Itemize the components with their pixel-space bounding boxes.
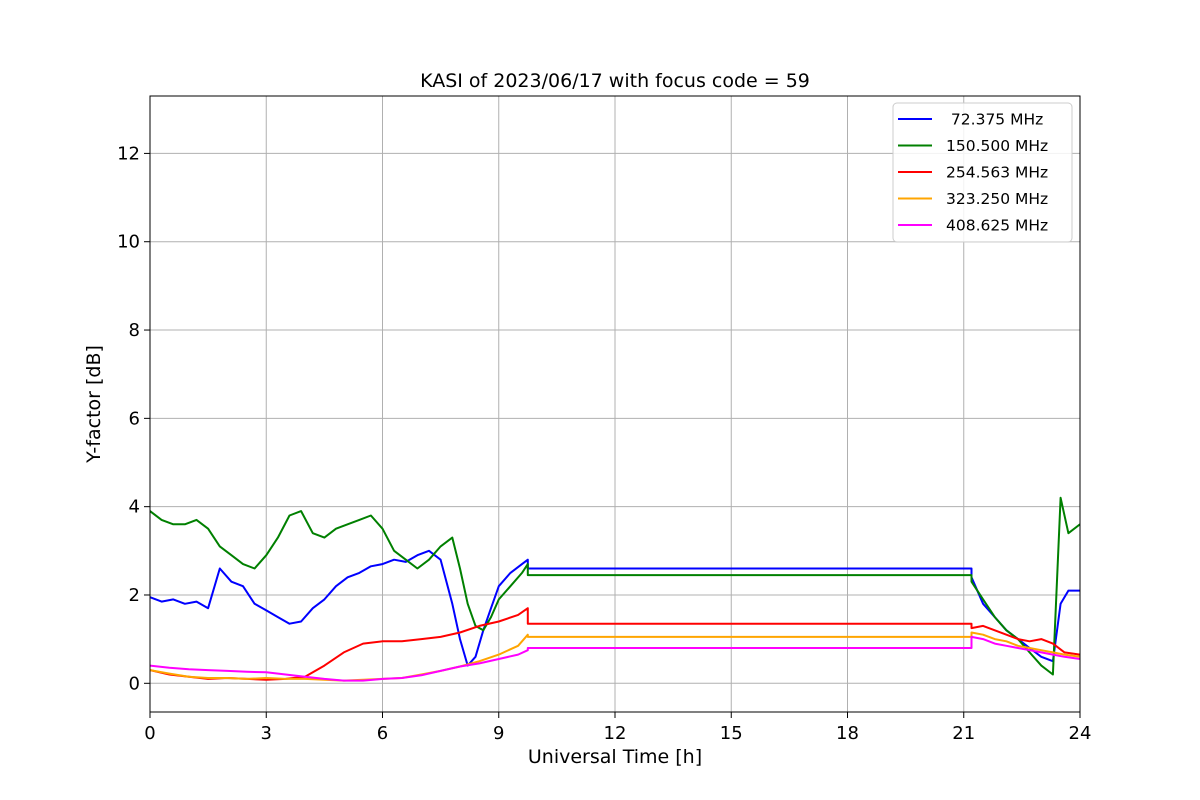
y-axis: 0 2 4 6 8 10 12 (117, 143, 150, 694)
y-tick-label: 8 (129, 320, 140, 341)
legend-label-1: 72.375 MHz (946, 111, 1043, 129)
legend-label-5: 408.625 MHz (946, 217, 1048, 235)
legend-label-2: 150.500 MHz (946, 137, 1048, 155)
y-tick-label: 6 (129, 408, 140, 429)
x-tick-label: 6 (377, 723, 388, 744)
x-tick-label: 15 (720, 723, 743, 744)
series-line-5 (150, 635, 1080, 682)
legend-label-3: 254.563 MHz (946, 164, 1048, 182)
y-axis-label: Y-factor [dB] (83, 345, 105, 464)
x-tick-label: 24 (1069, 723, 1092, 744)
series-line-2 (150, 496, 1080, 676)
y-tick-label: 0 (129, 673, 140, 694)
x-tick-label: 3 (261, 723, 272, 744)
legend: 72.375 MHz 150.500 MHz 254.563 MHz 323.250 … (892, 102, 1073, 243)
y-tick-label: 4 (129, 497, 140, 518)
x-tick-label: 12 (604, 723, 627, 744)
x-tick-label: 0 (144, 723, 155, 744)
y-tick-label: 2 (129, 585, 140, 606)
x-tick-label: 21 (952, 723, 975, 744)
x-tick-label: 9 (493, 723, 504, 744)
y-tick-label: 12 (117, 143, 140, 164)
x-axis-label: Universal Time [h] (528, 746, 702, 768)
x-axis: 0 3 6 9 12 15 18 21 24 (144, 712, 1091, 744)
legend-label-4: 323.250 MHz (946, 190, 1048, 208)
series-group (150, 496, 1080, 682)
x-tick-label: 18 (836, 723, 859, 744)
legend-frame (892, 102, 1073, 243)
chart-title: KASI of 2023/06/17 with focus code = 59 (420, 70, 810, 92)
y-tick-label: 10 (117, 232, 140, 253)
